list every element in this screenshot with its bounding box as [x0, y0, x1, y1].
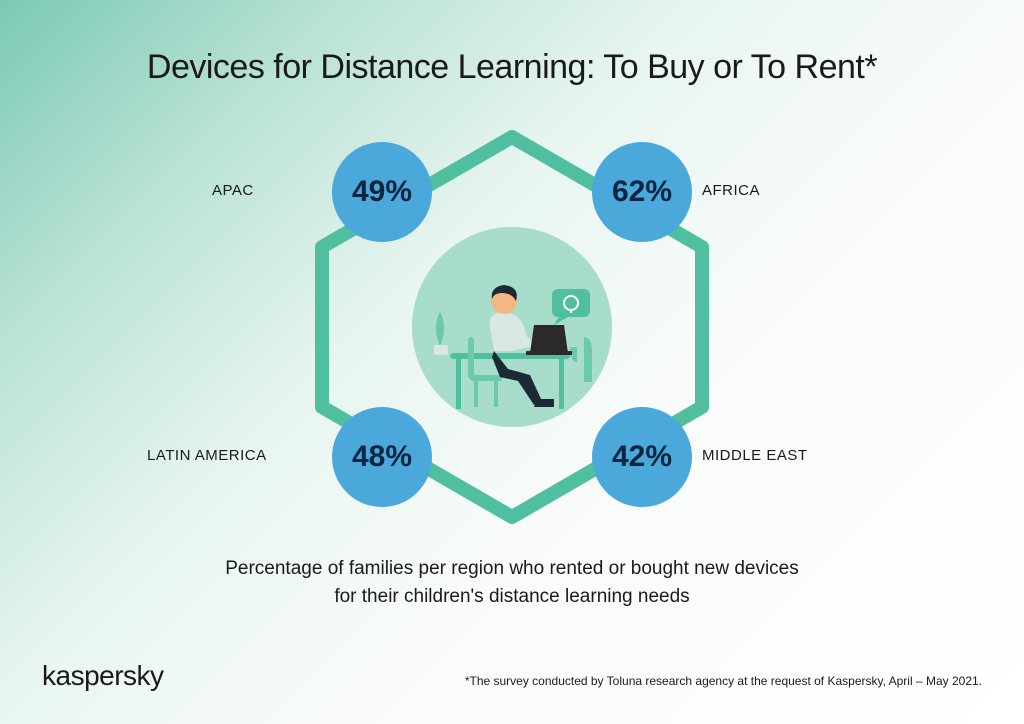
student-laptop-illustration: [412, 227, 612, 427]
cactus-icon: [570, 337, 592, 382]
subtitle: Percentage of families per region who re…: [60, 555, 964, 610]
infographic-container: Devices for Distance Learning: To Buy or…: [0, 0, 1024, 724]
subtitle-line-2: for their children's distance learning n…: [334, 586, 689, 607]
page-title: Devices for Distance Learning: To Buy or…: [60, 48, 964, 87]
stat-node-latin-america: 48%: [332, 407, 432, 507]
chair: [470, 375, 502, 381]
stat-node-apac: 49%: [332, 142, 432, 242]
diagram-area: 49%APAC62%AFRICA48%LATIN AMERICA42%MIDDL…: [232, 107, 792, 547]
stat-node-africa: 62%: [592, 142, 692, 242]
stat-label-apac: APAC: [212, 182, 254, 199]
kaspersky-logo: kaspersky: [42, 660, 164, 692]
footnote: *The survey conducted by Toluna research…: [465, 674, 982, 688]
plant-icon: [436, 312, 444, 347]
subtitle-line-1: Percentage of families per region who re…: [225, 558, 799, 579]
plant-pot: [434, 345, 448, 355]
stat-label-latin-america: LATIN AMERICA: [147, 447, 267, 464]
stat-label-middle-east: MIDDLE EAST: [702, 447, 808, 464]
laptop-icon: [530, 325, 568, 353]
center-illustration-circle: [412, 227, 612, 427]
stat-node-middle-east: 42%: [592, 407, 692, 507]
person-torso: [490, 313, 530, 351]
stat-label-africa: AFRICA: [702, 182, 760, 199]
